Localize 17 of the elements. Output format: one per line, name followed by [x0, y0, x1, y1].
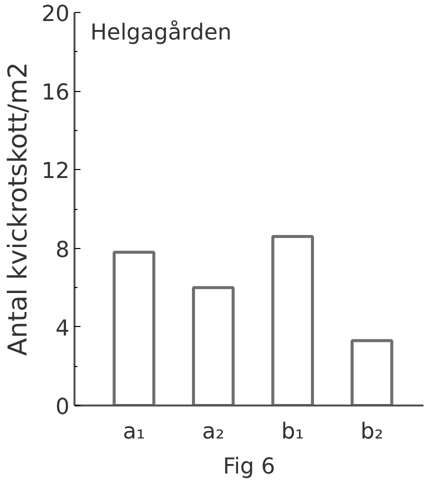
y-tick-label: 20: [42, 2, 70, 27]
y-tick-label: 0: [56, 395, 70, 420]
y-tick-label: 8: [56, 238, 70, 263]
x-tick-label: b₂: [360, 420, 384, 444]
chart-title: Helgagården: [90, 20, 232, 46]
y-tick-label: 12: [42, 159, 70, 184]
x-tick-label: b₁: [281, 420, 304, 444]
y-tick-label: 4: [56, 316, 70, 342]
bar: [112, 250, 156, 406]
bar: [271, 235, 314, 406]
x-tick-label: a₁: [122, 420, 146, 444]
bar: [192, 286, 235, 406]
caption: Fig 6: [222, 454, 276, 480]
y-tick-label: 16: [42, 80, 70, 106]
bar: [350, 339, 394, 406]
y-axis-title: Antal kvickrotskott/m2: [4, 62, 34, 356]
x-tick-label: a₂: [202, 420, 224, 444]
